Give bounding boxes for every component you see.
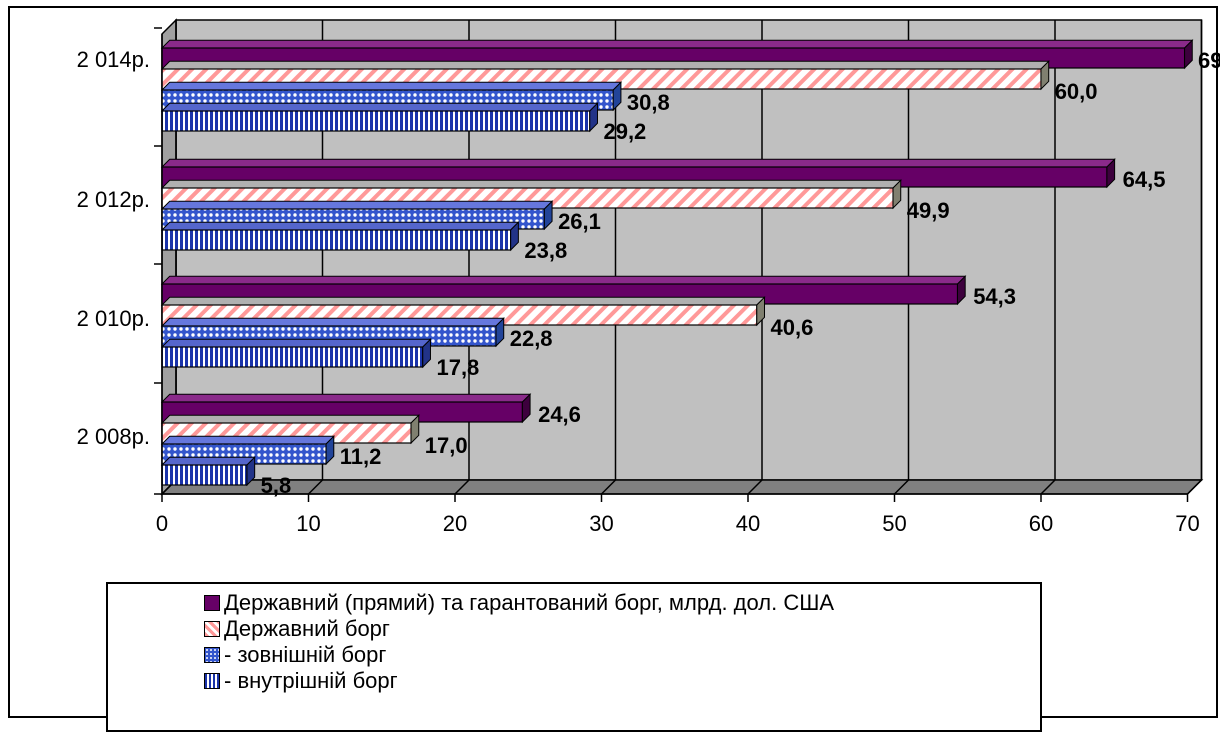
x-tick-label: 0 bbox=[156, 511, 168, 536]
bar-top bbox=[160, 296, 766, 306]
bar-top bbox=[160, 81, 623, 91]
data-label: 29,2 bbox=[603, 119, 646, 144]
legend-swatch bbox=[204, 595, 220, 611]
legend-label: Державний (прямий) та гарантований борг,… bbox=[224, 590, 835, 615]
bar-side bbox=[325, 435, 335, 466]
legend-item: Державний борг bbox=[204, 616, 1040, 642]
gridline bbox=[454, 479, 470, 495]
bars bbox=[160, 39, 1194, 487]
chart-frame: 24,6 17,0 11,2 5,8 54,3 40,6 22,8 17,8 64,5 49,9 2… bbox=[8, 6, 1220, 732]
x-tick-label: 20 bbox=[443, 511, 467, 536]
category-label: 2 014р. bbox=[77, 47, 150, 72]
bar-side bbox=[495, 317, 505, 348]
bar bbox=[160, 338, 432, 369]
bar-side bbox=[510, 221, 519, 252]
bar bbox=[160, 393, 532, 424]
x-tick-label: 60 bbox=[1029, 511, 1053, 536]
bar-side bbox=[956, 275, 966, 306]
data-label: 30,8 bbox=[627, 90, 670, 115]
legend-label: - внутрішній борг bbox=[224, 668, 398, 693]
category-label: 2 010р. bbox=[77, 306, 150, 331]
data-label: 22,8 bbox=[510, 326, 553, 351]
data-label: 17,8 bbox=[436, 355, 479, 380]
bar-front bbox=[161, 110, 591, 132]
bar-side bbox=[589, 102, 598, 133]
legend-item: - внутрішній борг bbox=[204, 668, 1040, 694]
bar-side bbox=[756, 296, 765, 327]
legend-swatch bbox=[204, 673, 220, 689]
data-label: 40,6 bbox=[770, 315, 813, 340]
bar-side bbox=[246, 456, 256, 487]
legend-swatch bbox=[204, 647, 220, 663]
data-label: 60,0 bbox=[1055, 79, 1098, 104]
axes: 0 10 20 30 40 50 60 70 2 008р. 2 010р. 2 012р. 2 01… bbox=[77, 27, 1200, 536]
bar-top bbox=[160, 435, 335, 445]
bar-side bbox=[543, 200, 553, 231]
bar-top bbox=[160, 338, 432, 348]
bar-top bbox=[160, 317, 505, 327]
bar-side bbox=[521, 393, 531, 424]
x-tick-label: 50 bbox=[882, 511, 906, 536]
bar-top bbox=[160, 393, 532, 403]
bar-top bbox=[160, 221, 520, 231]
bar-side bbox=[1184, 39, 1193, 70]
legend-item: - зовнішній борг bbox=[204, 642, 1040, 668]
legend-swatch bbox=[204, 621, 220, 637]
x-tick-label: 30 bbox=[589, 511, 613, 536]
bar bbox=[160, 102, 599, 133]
gridline bbox=[307, 479, 324, 495]
gridline bbox=[600, 479, 617, 495]
legend: Державний (прямий) та гарантований борг,… bbox=[106, 582, 1042, 732]
bar-top bbox=[160, 200, 554, 210]
data-label: 23,8 bbox=[524, 238, 567, 263]
bar-top bbox=[160, 158, 1116, 168]
bar-top bbox=[160, 275, 967, 285]
category-label: 2 008р. bbox=[77, 424, 150, 449]
bar-top bbox=[160, 60, 1050, 70]
bar-side bbox=[410, 414, 420, 445]
legend-label: Державний борг bbox=[224, 616, 390, 641]
bar bbox=[160, 456, 256, 487]
data-label: 11,2 bbox=[340, 444, 382, 469]
bar-front bbox=[161, 346, 424, 368]
bar-top bbox=[160, 179, 902, 189]
data-label: 64,5 bbox=[1123, 167, 1166, 192]
x-tick-label: 10 bbox=[296, 511, 320, 536]
gridline bbox=[893, 479, 910, 495]
bar-front bbox=[161, 229, 512, 251]
gridline bbox=[747, 479, 763, 495]
data-labels: 24,617,011,25,854,340,622,817,864,549,92… bbox=[261, 48, 1220, 498]
gridline bbox=[1186, 479, 1203, 495]
category-label: 2 012р. bbox=[77, 187, 150, 212]
data-label: 54,3 bbox=[973, 284, 1016, 309]
data-label: 49,9 bbox=[907, 198, 950, 223]
bar-top bbox=[160, 456, 256, 466]
gridline bbox=[1040, 479, 1056, 495]
plot-floor bbox=[160, 479, 1204, 495]
legend-item: Державний (прямий) та гарантований борг,… bbox=[204, 590, 1040, 616]
bar bbox=[160, 221, 520, 252]
legend-label: - зовнішній борг bbox=[224, 642, 387, 667]
x-tick-label: 70 bbox=[1175, 511, 1199, 536]
bar-side bbox=[892, 179, 902, 210]
bar-top bbox=[160, 39, 1194, 49]
bar-side bbox=[1106, 158, 1116, 189]
bar-side bbox=[422, 338, 431, 369]
data-label: 69,8 bbox=[1198, 48, 1220, 73]
bar-side bbox=[612, 81, 622, 112]
data-label: 26,1 bbox=[558, 209, 601, 234]
bar-front bbox=[161, 464, 248, 486]
data-label: 24,6 bbox=[538, 402, 581, 427]
data-label: 17,0 bbox=[425, 433, 468, 458]
bar-top bbox=[160, 414, 420, 424]
bar-top bbox=[160, 102, 599, 112]
x-tick-label: 40 bbox=[736, 511, 760, 536]
bar-side bbox=[1040, 60, 1050, 91]
bar-chart: 24,617,011,25,854,340,622,817,864,549,92… bbox=[77, 18, 1220, 536]
